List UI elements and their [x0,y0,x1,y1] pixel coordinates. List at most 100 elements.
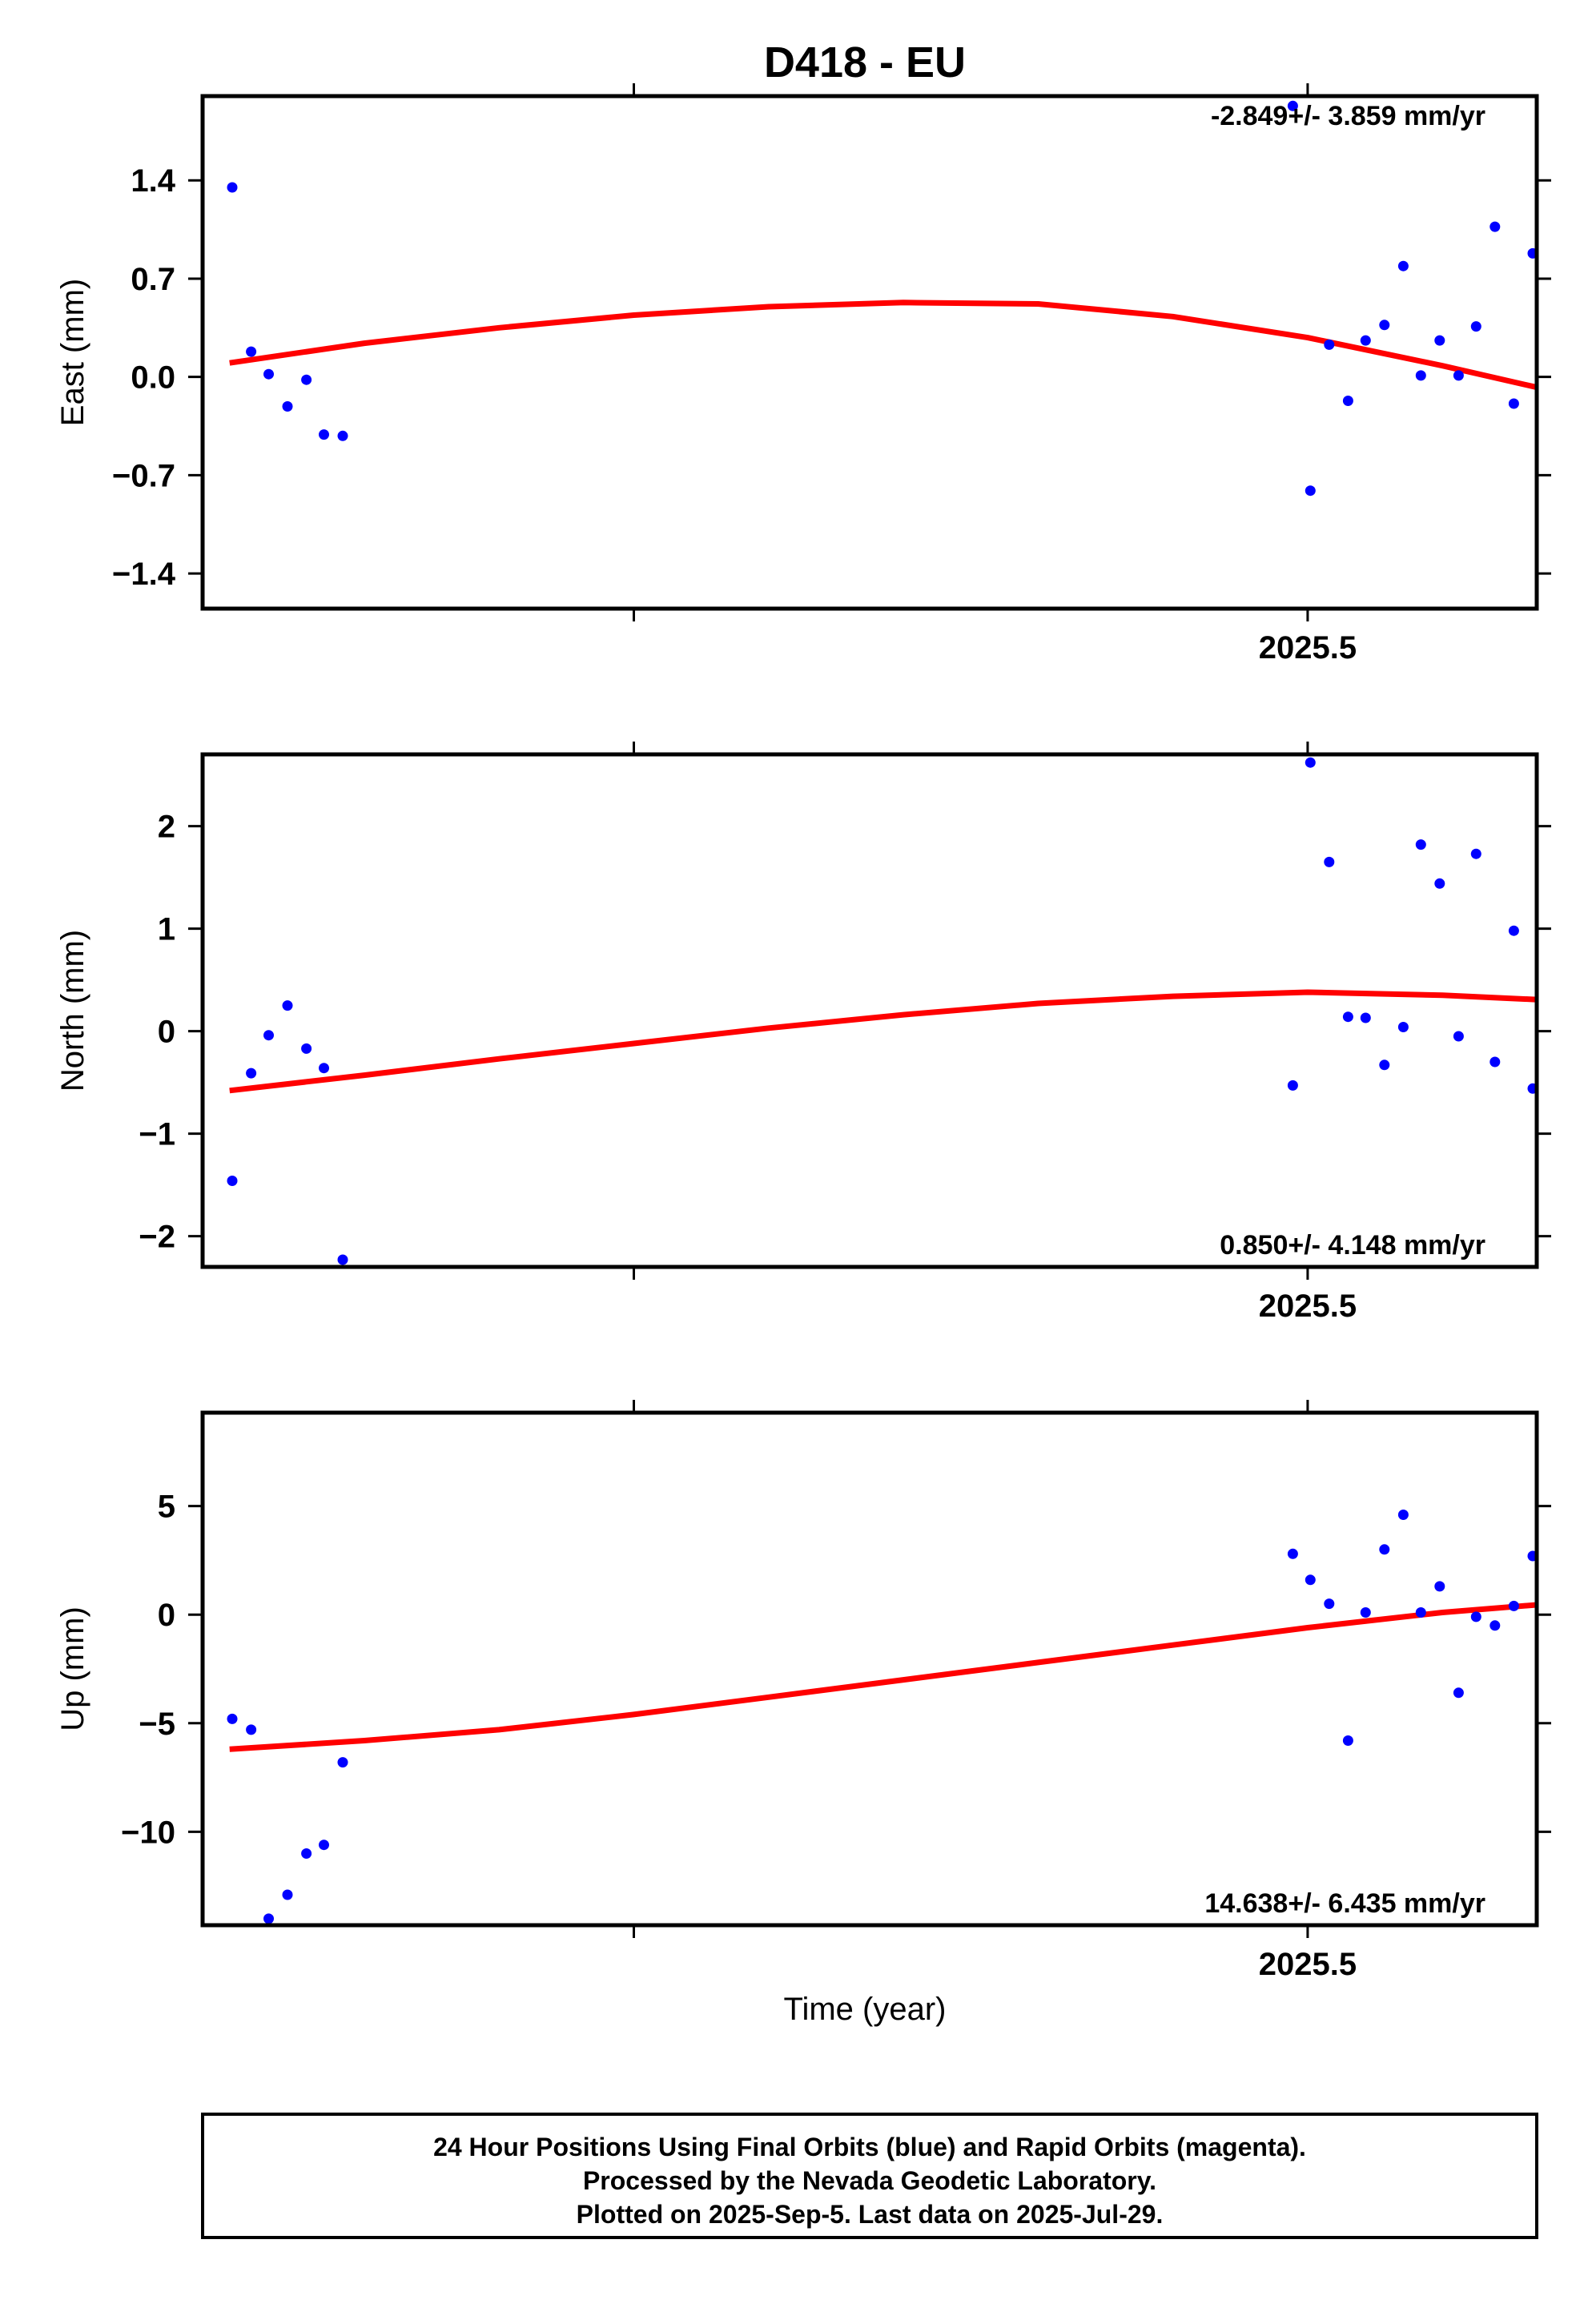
footer-line-3: Plotted on 2025-Sep-5. Last data on 2025… [577,2200,1164,2229]
panel-3: 5 0 −5 −10 2025.5 Up (mm) 14.638+/- 6.435 mm/y… [55,1400,1592,1982]
panel-frame [200,94,1539,611]
figure-title: D418 - EU [764,38,966,86]
data-point [1470,1611,1481,1622]
x-tick-label: 2025.5 [1259,1947,1357,1982]
data-point [227,1713,238,1724]
data-point [1527,1550,1537,1562]
data-point [1287,1080,1298,1091]
data-point [1545,941,1555,951]
data-point [1379,320,1390,331]
fit-line [229,300,1537,391]
data-point [227,182,238,193]
fit-line [229,1602,1537,1752]
y-tick-label: 0 [158,1598,175,1633]
data-point [1453,1687,1464,1699]
data-point [1434,1581,1445,1592]
data-point [1453,1031,1464,1042]
data-point [301,374,312,385]
data-point [1397,260,1409,271]
data-point [1582,1076,1592,1086]
data-point [1508,1600,1519,1611]
data-point [1397,1022,1409,1032]
x-tick-label: 2025.5 [1259,1289,1357,1324]
data-point [319,1839,329,1851]
panel-frame [200,752,1539,1269]
data-point [1305,485,1316,497]
data-point [1287,1548,1298,1559]
y-tick-label: 0 [158,1015,175,1050]
data-point [263,368,274,380]
data-point [246,346,257,357]
y-tick-label: −1 [139,1117,175,1152]
y-tick-label: 0.0 [131,360,175,396]
data-point [1545,1562,1555,1572]
data-point [1545,332,1555,343]
data-point [1397,1510,1409,1520]
data-point [1489,1620,1501,1631]
data-point [1453,370,1464,381]
data-point [337,1757,348,1768]
data-point [1508,925,1519,936]
data-point [1582,507,1592,517]
data-points [227,100,1592,517]
data-point [1415,1607,1426,1618]
x-axis-label: Time (year) [784,1992,947,2027]
data-point [1489,221,1501,232]
y-tick-label: −5 [139,1707,175,1742]
y-tick-label: 5 [158,1490,175,1525]
data-point [1564,334,1574,344]
y-axis-label: East (mm) [55,279,90,426]
panel-2: 2 1 0 −1 −2 2025.5 North (mm) 0.850+/- 4.148 mm… [55,742,1592,1324]
fit-line [229,989,1537,1094]
data-point [1342,1011,1353,1023]
data-point [1415,839,1426,850]
rate-label: 0.850+/- 4.148 mm/yr [1220,1230,1485,1261]
data-point [1379,1059,1390,1071]
panels: 1.4 0.7 0.0 −0.7 −1.4 2025.5 East (mm) -2.849+/… [55,83,1592,1982]
panel-frame [200,1410,1539,1928]
data-point [1379,1544,1390,1555]
x-tick-label: 2025.5 [1259,630,1357,665]
data-point [319,429,329,440]
data-point [1508,398,1519,409]
y-tick-label: −0.7 [112,458,175,493]
data-point [1527,247,1537,259]
data-point [1324,856,1335,867]
data-point [301,1043,312,1054]
y-tick-label: 0.7 [131,262,175,297]
data-point [1470,848,1481,859]
data-point [1324,1598,1335,1610]
data-point [1582,1651,1592,1661]
data-points [227,1510,1592,1924]
data-point [1324,339,1335,350]
y-axis-label: North (mm) [55,930,90,1092]
data-point [1527,1083,1537,1094]
data-point [1342,396,1353,406]
data-point [1305,757,1316,768]
y-tick-label: 2 [158,810,175,845]
footer-line-1: 24 Hour Positions Using Final Orbits (bl… [433,2133,1306,2161]
y-tick-label: 1.4 [131,163,175,199]
footer-line-2: Processed by the Nevada Geodetic Laborat… [583,2166,1156,2195]
data-point [1305,1574,1316,1586]
y-tick-label: 1 [158,912,175,947]
data-point [263,1913,274,1924]
data-point [1360,1607,1371,1618]
data-point [282,401,293,412]
data-point [246,1724,257,1735]
panel-1: 1.4 0.7 0.0 −0.7 −1.4 2025.5 East (mm) -2.849+/… [55,83,1592,665]
data-point [1342,1735,1353,1746]
data-point [1434,335,1445,346]
data-point [1470,321,1481,332]
data-point [1360,1012,1371,1023]
data-point [282,1000,293,1011]
y-tick-label: −1.4 [112,557,176,592]
data-point [227,1176,238,1186]
footer-box: 24 Hour Positions Using Final Orbits (bl… [201,2113,1538,2239]
data-point [301,1848,312,1859]
data-point [1564,947,1574,958]
data-point [319,1063,329,1074]
rate-label: 14.638+/- 6.435 mm/yr [1204,1888,1485,1919]
data-points [227,757,1592,1265]
